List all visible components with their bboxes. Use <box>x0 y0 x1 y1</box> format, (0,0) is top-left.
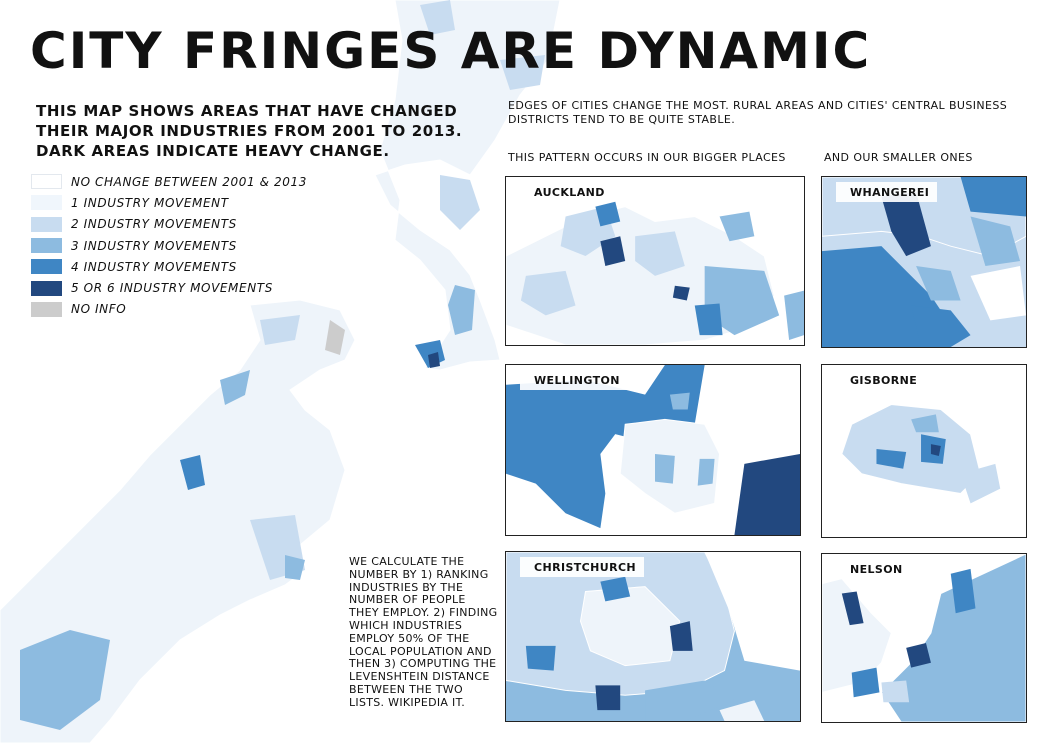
inset-wellington: WELLINGTON <box>505 364 801 536</box>
legend-item-no-change: NO CHANGE BETWEEN 2001 & 2013 <box>31 171 307 192</box>
legend-swatch <box>31 216 62 232</box>
page-title: CITY FRINGES ARE DYNAMIC <box>30 22 872 80</box>
legend-label: 2 INDUSTRY MOVEMENTS <box>71 217 237 232</box>
north-island-change-1 <box>440 175 480 230</box>
inset-auckland: AUCKLAND <box>505 176 805 346</box>
inset-label-whangarei: WHANGEREI <box>836 182 938 202</box>
inset-nelson: NELSON <box>821 553 1027 723</box>
nelson-map <box>822 554 1026 722</box>
legend-item-4-movements: 4 INDUSTRY MOVEMENTS <box>31 256 307 277</box>
legend-label: 1 INDUSTRY MOVEMENT <box>71 195 229 210</box>
map-subtitle: THIS MAP SHOWS AREAS THAT HAVE CHANGED T… <box>36 102 463 160</box>
christchurch-map <box>506 552 800 721</box>
legend-swatch <box>31 195 62 211</box>
south-island <box>0 299 356 743</box>
intro-text: EDGES OF CITIES CHANGE THE MOST. RURAL A… <box>508 99 1008 126</box>
legend-swatch <box>31 259 62 275</box>
south-island-change-4 <box>285 555 305 580</box>
north-island-change-5 <box>420 0 455 35</box>
legend-swatch <box>31 301 62 317</box>
wellington-map <box>506 365 800 535</box>
legend-item-5-6-movements: 5 OR 6 INDUSTRY MOVEMENTS <box>31 277 307 298</box>
legend-swatch <box>31 174 62 190</box>
auckland-map <box>506 177 804 345</box>
legend-item-2-movements: 2 INDUSTRY MOVEMENTS <box>31 214 307 235</box>
north-island-change-2 <box>448 285 475 335</box>
inset-christchurch: CHRISTCHURCH <box>505 551 801 722</box>
legend-label: NO INFO <box>71 302 127 317</box>
inset-gisborne: GISBORNE <box>821 364 1027 538</box>
legend-item-no-info: NO INFO <box>31 299 307 320</box>
legend-swatch <box>31 238 62 254</box>
inset-whangarei: WHANGEREI <box>821 176 1027 348</box>
inset-label-auckland: AUCKLAND <box>520 182 613 202</box>
inset-label-gisborne: GISBORNE <box>836 370 926 390</box>
inset-label-wellington: WELLINGTON <box>520 370 628 390</box>
south-island-change-5 <box>20 630 110 730</box>
inset-label-nelson: NELSON <box>836 559 911 579</box>
legend-item-3-movements: 3 INDUSTRY MOVEMENTS <box>31 235 307 256</box>
method-text: WE CALCULATE THE NUMBER BY 1) RANKING IN… <box>349 555 498 709</box>
whangarei-map <box>822 177 1026 347</box>
bigger-places-heading: THIS PATTERN OCCURS IN OUR BIGGER PLACES <box>508 151 786 164</box>
inset-label-christchurch: CHRISTCHURCH <box>520 557 645 577</box>
gisborne-map <box>822 365 1026 537</box>
legend-label: 4 INDUSTRY MOVEMENTS <box>71 259 237 274</box>
south-island-change-2 <box>180 455 205 490</box>
north-island-change-4 <box>428 352 440 368</box>
north-island-change-6 <box>500 55 545 90</box>
legend-label: 3 INDUSTRY MOVEMENTS <box>71 238 237 253</box>
south-island-change-1 <box>220 370 250 405</box>
south-island-no-info <box>325 320 345 355</box>
north-island <box>374 0 561 371</box>
smaller-places-heading: AND OUR SMALLER ONES <box>824 151 973 164</box>
legend-swatch <box>31 280 62 296</box>
legend-label: 5 OR 6 INDUSTRY MOVEMENTS <box>71 281 273 296</box>
legend-label: NO CHANGE BETWEEN 2001 & 2013 <box>71 174 307 189</box>
legend-item-1-movement: 1 INDUSTRY MOVEMENT <box>31 192 307 213</box>
legend: NO CHANGE BETWEEN 2001 & 2013 1 INDUSTRY… <box>31 171 307 320</box>
south-island-change-6 <box>260 315 300 345</box>
